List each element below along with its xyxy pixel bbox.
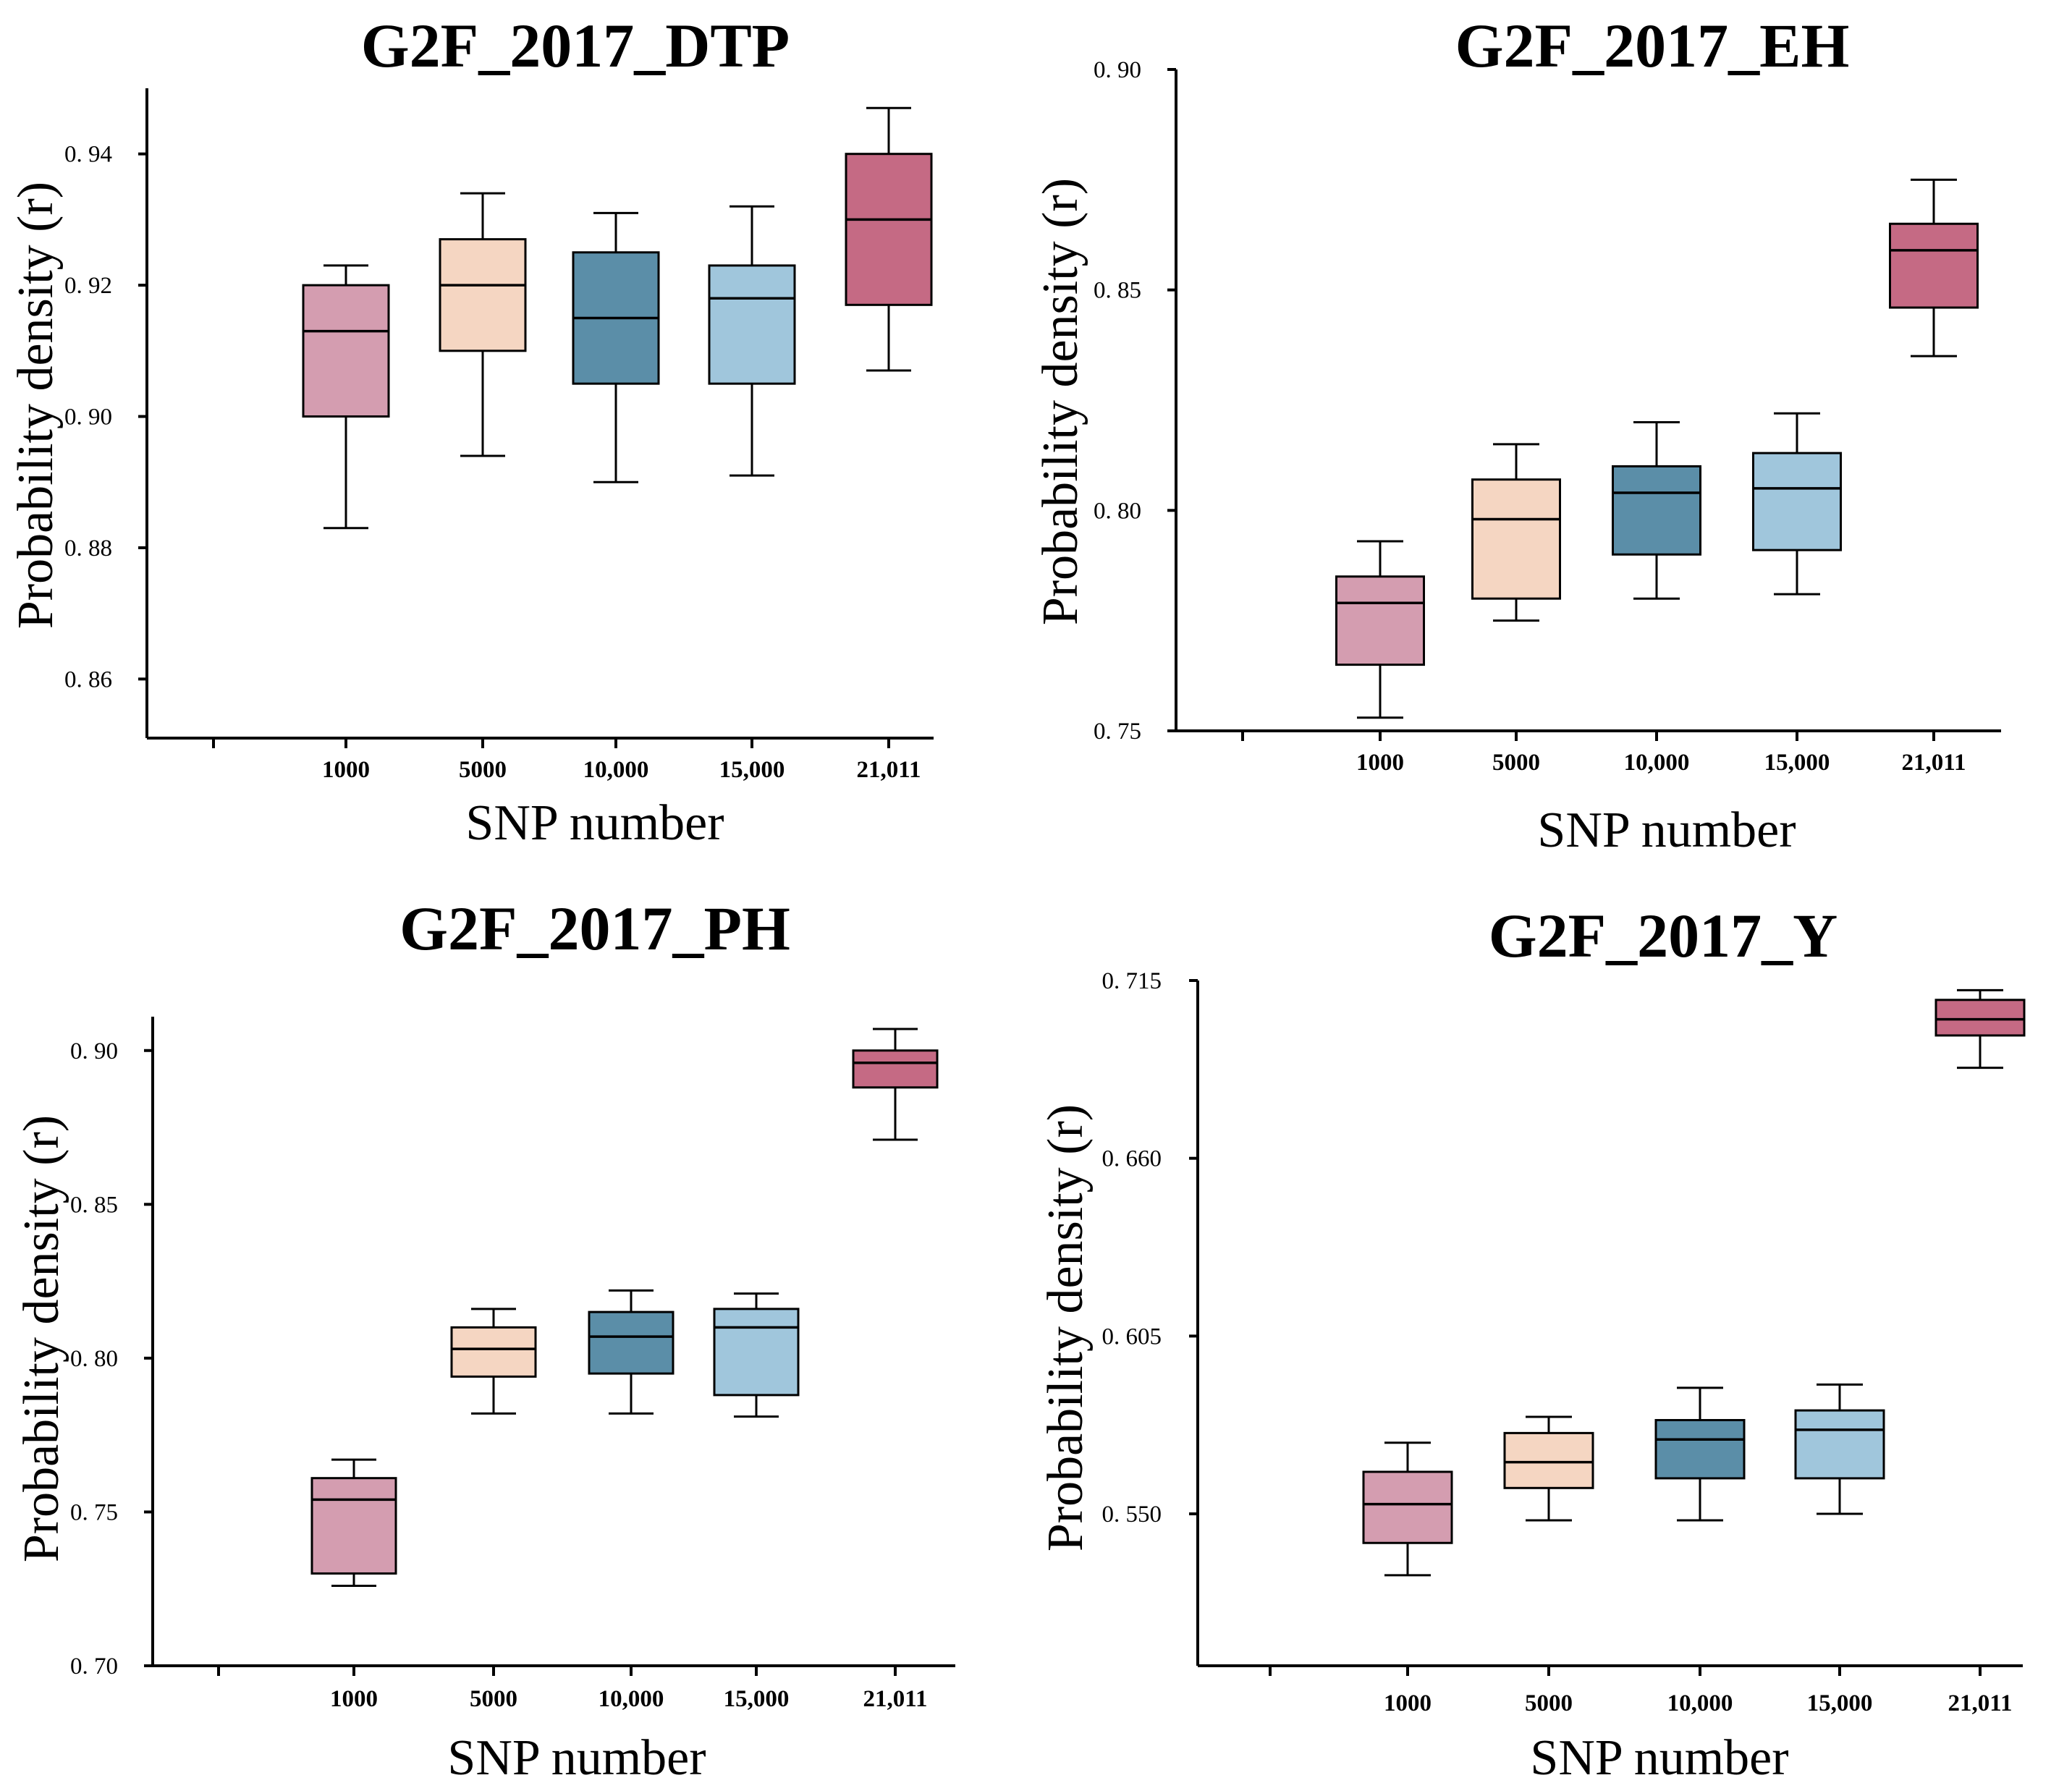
- y-axis-label: Probability density (r): [1033, 178, 1088, 625]
- x-axis-label: SNP number: [1530, 1730, 1788, 1783]
- iqr-box: [1752, 452, 1842, 551]
- y-tick-label: 0. 88: [64, 535, 112, 562]
- chart-title: G2F_2017_PH: [399, 894, 790, 963]
- iqr-box: [310, 1477, 397, 1575]
- x-tick-label: 15,000: [1764, 750, 1830, 776]
- box-plot-21011: [852, 1028, 939, 1141]
- iqr-box: [845, 153, 933, 306]
- iqr-box: [1471, 478, 1561, 600]
- box-plot-5000: [1471, 443, 1561, 622]
- box-plot-21011: [845, 106, 933, 372]
- iqr-box: [708, 264, 796, 385]
- iqr-box: [1503, 1431, 1594, 1489]
- box-plot-15000: [1752, 412, 1842, 596]
- iqr-box: [1934, 999, 2026, 1037]
- box-plot-15000: [708, 205, 796, 477]
- y-tick-label: 0. 80: [70, 1346, 118, 1372]
- chart-panel-2: G2F_2017_EH 0. 75 0. 80 0. 85 0. 90 1000 5000 1…: [1033, 11, 2001, 858]
- iqr-box: [1612, 465, 1701, 556]
- box-plot-10000: [588, 1289, 675, 1415]
- x-tick-label: 10,000: [599, 1686, 664, 1712]
- x-tick-label: 1000: [322, 757, 370, 783]
- x-tick-label: 10,000: [583, 757, 649, 783]
- chart-title: G2F_2017_Y: [1489, 901, 1838, 970]
- x-tick-label: 5000: [459, 757, 507, 783]
- x-tick-label: 5000: [470, 1686, 517, 1712]
- x-tick-label: 21,011: [857, 757, 921, 783]
- y-tick-label: 0. 80: [1094, 498, 1141, 524]
- iqr-box: [1889, 222, 1979, 309]
- box-plot-5000: [439, 192, 527, 457]
- y-tick-label: 0. 715: [1102, 968, 1162, 994]
- x-tick-label: 21,011: [1948, 1690, 2013, 1716]
- x-tick-label: 21,011: [863, 1686, 928, 1712]
- x-axis-label: SNP number: [1537, 802, 1796, 858]
- iqr-box: [713, 1308, 800, 1397]
- box-plot-1000: [1362, 1441, 1453, 1577]
- box-plot-15000: [1794, 1383, 1885, 1515]
- box-plot-1000: [310, 1458, 397, 1587]
- y-tick-label: 0. 94: [64, 142, 112, 168]
- box-plot-1000: [1335, 540, 1425, 719]
- iqr-box: [1362, 1470, 1453, 1544]
- box-plot-5000: [1503, 1415, 1594, 1522]
- x-tick-label: 1000: [1356, 750, 1404, 776]
- x-tick-label: 10,000: [1667, 1690, 1733, 1716]
- x-tick-label: 21,011: [1902, 750, 1966, 776]
- box-plot-10000: [1654, 1386, 1746, 1522]
- iqr-box: [1654, 1419, 1746, 1480]
- x-tick-label: 15,000: [1807, 1690, 1873, 1716]
- x-axis-label: SNP number: [447, 1730, 706, 1783]
- x-tick-label: 5000: [1492, 750, 1540, 776]
- chart-panel-3: G2F_2017_PH 0. 70 0. 75 0. 80 0. 85 0. 90 1000…: [14, 894, 955, 1783]
- box-plot-21011: [1889, 178, 1979, 357]
- y-tick-label: 0. 75: [1094, 719, 1141, 745]
- chart-panel-4: G2F_2017_Y 0. 550 0. 605 0. 660 0. 715 1000 50…: [1038, 901, 2026, 1783]
- box-plot-21011: [1934, 988, 2026, 1070]
- iqr-box: [1335, 575, 1425, 666]
- y-tick-label: 0. 605: [1102, 1324, 1162, 1350]
- y-tick-label: 0. 85: [70, 1192, 118, 1218]
- y-tick-label: 0. 550: [1102, 1502, 1162, 1528]
- y-tick-label: 0. 85: [1094, 278, 1141, 304]
- iqr-box: [852, 1049, 939, 1089]
- y-tick-label: 0. 660: [1102, 1146, 1162, 1172]
- x-tick-label: 5000: [1525, 1690, 1573, 1716]
- iqr-box: [1794, 1409, 1885, 1480]
- chart-title: G2F_2017_DTP: [361, 11, 790, 80]
- y-axis-label: Probability density (r): [1038, 1104, 1094, 1551]
- iqr-box: [439, 238, 527, 352]
- x-tick-label: 10,000: [1624, 750, 1690, 776]
- y-tick-label: 0. 92: [64, 273, 112, 299]
- y-tick-label: 0. 75: [70, 1499, 118, 1525]
- box-plot-10000: [572, 211, 660, 483]
- x-tick-label: 15,000: [719, 757, 785, 783]
- y-tick-label: 0. 86: [64, 666, 112, 693]
- x-tick-label: 15,000: [724, 1686, 790, 1712]
- box-plot-15000: [713, 1292, 800, 1418]
- y-tick-label: 0. 90: [64, 405, 112, 431]
- x-axis-label: SNP number: [465, 795, 724, 851]
- x-tick-label: 1000: [1384, 1690, 1432, 1716]
- y-axis-label: Probability density (r): [8, 182, 64, 629]
- box-plot-10000: [1612, 420, 1701, 600]
- iqr-box: [588, 1310, 675, 1375]
- y-tick-label: 0. 90: [1094, 57, 1141, 83]
- y-axis-label: Probability density (r): [14, 1115, 69, 1562]
- box-plot-1000: [302, 264, 390, 530]
- x-tick-label: 1000: [330, 1686, 378, 1712]
- y-tick-label: 0. 70: [70, 1653, 118, 1680]
- y-tick-label: 0. 90: [70, 1038, 118, 1064]
- iqr-box: [450, 1326, 537, 1378]
- iqr-box: [302, 284, 390, 418]
- box-plot-5000: [450, 1308, 537, 1415]
- chart-title: G2F_2017_EH: [1455, 11, 1850, 80]
- chart-panel-1: G2F_2017_DTP 0. 86 0. 88 0. 90 0. 92 0. 94 100…: [8, 11, 934, 851]
